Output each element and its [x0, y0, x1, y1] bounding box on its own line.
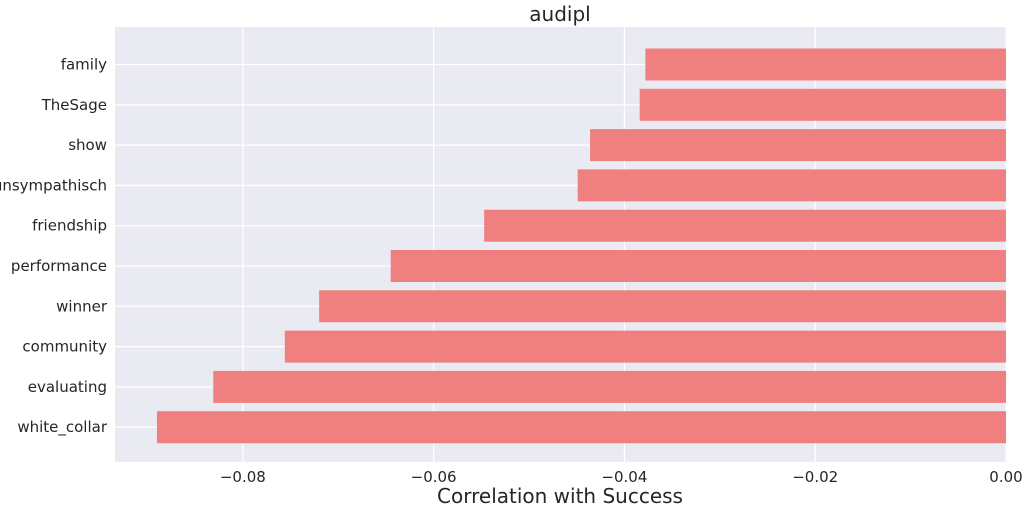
y-tick-label: evaluating [28, 378, 107, 396]
chart-title: audipl [529, 2, 590, 26]
bar [645, 48, 1006, 81]
y-tick-label: show [68, 136, 107, 154]
bar [284, 330, 1006, 363]
x-tick-label: −0.02 [792, 468, 838, 486]
y-tick-label: TheSage [41, 96, 107, 114]
bar [484, 209, 1006, 242]
y-tick-label: winner [56, 297, 108, 315]
bar [590, 129, 1006, 162]
bar [319, 290, 1006, 323]
y-tick-label: community [22, 338, 107, 356]
bar [577, 169, 1006, 202]
bars [156, 48, 1007, 444]
y-tick-label: white_collar [17, 418, 108, 437]
y-tick-label: unsympathisch [0, 176, 107, 194]
y-tick-labels: family TheSage show unsympathisch friendship… [0, 56, 108, 438]
y-tick-label: performance [11, 257, 107, 275]
bar [390, 250, 1007, 282]
x-tick-label: 0.00 [989, 468, 1022, 486]
x-tick-labels: −0.08 −0.06 −0.04 −0.02 0.00 [220, 468, 1023, 486]
bar [639, 88, 1006, 121]
y-tick-label: friendship [32, 217, 107, 235]
x-tick-label: −0.08 [220, 468, 266, 486]
bar [213, 370, 1006, 403]
x-axis-label: Correlation with Success [437, 484, 683, 508]
x-tick-label: −0.04 [601, 468, 647, 486]
y-tick-label: family [61, 56, 107, 74]
x-tick-label: −0.06 [411, 468, 457, 486]
bar [156, 411, 1006, 444]
